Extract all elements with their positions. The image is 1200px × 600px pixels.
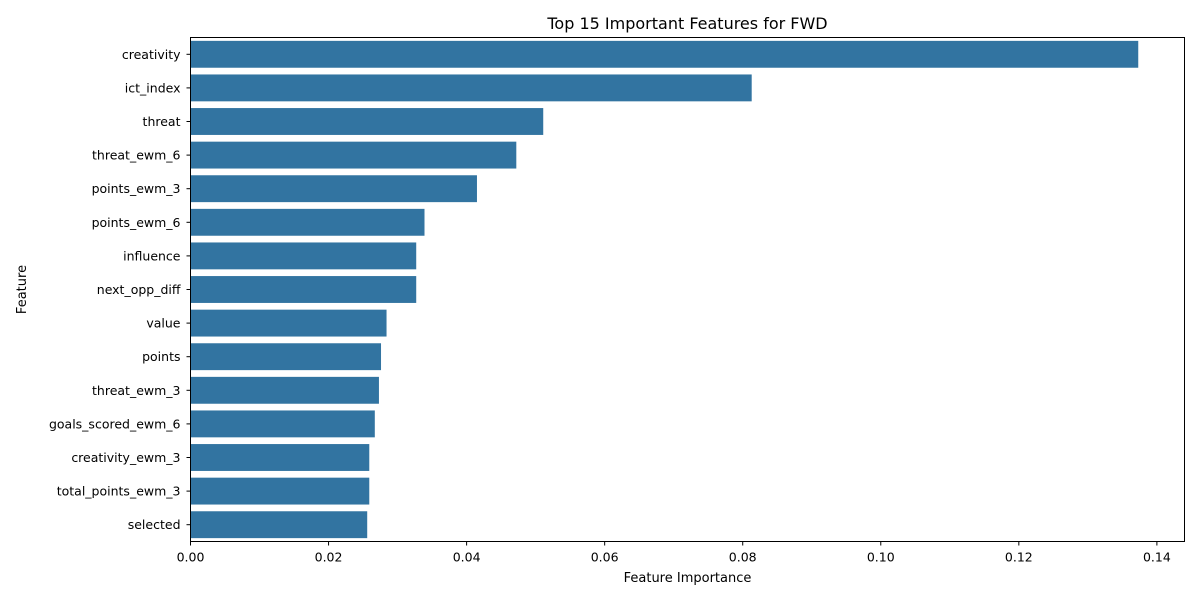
bar-next-opp-diff	[190, 276, 417, 303]
y-tick-label: points_ewm_6	[92, 215, 181, 230]
x-ticks-group: 0.00 0.02 0.04 0.06 0.08 0.10 0.12 0.14	[177, 541, 1171, 565]
y-tick-label: value	[146, 316, 180, 331]
y-tick-label: points_ewm_3	[92, 181, 181, 196]
bar-threat-ewm-6	[190, 141, 517, 169]
x-tick-label: 0.08	[729, 550, 757, 565]
bar-threat-ewm-3	[190, 376, 379, 404]
y-tick-label: creativity_ewm_3	[71, 450, 180, 465]
x-axis-label: Feature Importance	[624, 571, 752, 586]
bar-goals-scored-ewm-6	[190, 410, 375, 438]
bar-points-ewm-6	[190, 208, 425, 236]
bar-points-ewm-3	[190, 175, 477, 203]
bar-ict-index	[190, 74, 752, 102]
bar-creativity	[190, 40, 1139, 68]
y-tick-label: goals_scored_ewm_6	[49, 416, 181, 431]
y-tick-label: points	[142, 349, 180, 364]
bar-threat	[190, 108, 544, 135]
y-tick-label: threat	[143, 114, 181, 129]
bar-influence	[190, 242, 417, 270]
bar-points	[190, 343, 382, 371]
y-tick-label: next_opp_diff	[97, 282, 181, 297]
bars-group	[190, 40, 1139, 539]
x-tick-label: 0.04	[453, 550, 481, 565]
y-axis-label: Feature	[15, 265, 30, 314]
x-tick-label: 0.00	[177, 550, 205, 565]
x-tick-label: 0.14	[1143, 550, 1171, 565]
y-tick-label: selected	[128, 517, 181, 532]
x-tick-label: 0.12	[1005, 550, 1033, 565]
chart-title: Top 15 Important Features for FWD	[546, 14, 827, 33]
bar-selected	[190, 511, 368, 539]
y-tick-label: total_points_ewm_3	[57, 484, 181, 499]
y-tick-label: threat_ewm_3	[92, 383, 180, 398]
x-tick-label: 0.10	[867, 550, 895, 565]
bar-creativity-ewm-3	[190, 444, 370, 471]
x-tick-label: 0.02	[315, 550, 343, 565]
plot-frame	[190, 37, 1185, 542]
y-tick-label: influence	[123, 248, 181, 263]
bar-value	[190, 309, 387, 337]
y-tick-label: threat_ewm_6	[92, 148, 181, 163]
bar-total-points-ewm-3	[190, 477, 370, 505]
y-tick-label: ict_index	[125, 80, 181, 95]
x-tick-label: 0.06	[591, 550, 619, 565]
y-tick-label: creativity	[122, 47, 181, 62]
